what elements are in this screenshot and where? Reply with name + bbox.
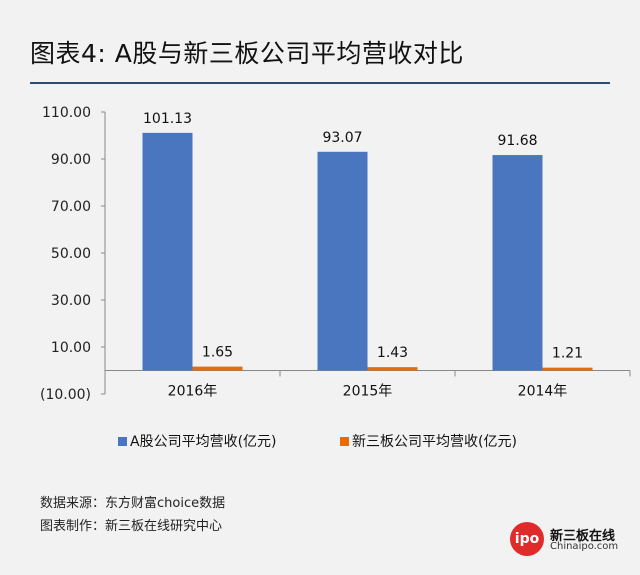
y-tick-label: 50.00 [51,246,91,262]
title-divider [30,82,610,84]
y-tick-label: (10.00) [40,387,91,403]
data-source-note: 数据来源：东方财富choice数据 [40,496,226,511]
y-tick-label: 10.00 [51,340,91,356]
legend-swatch [118,437,127,446]
legend-entry: A股公司平均营收(亿元) [130,434,277,450]
legend-entry: 新三板公司平均营收(亿元) [352,434,517,450]
logo-circle-icon [510,522,544,556]
y-tick-label: 90.00 [51,152,91,168]
data-label: 1.65 [202,345,233,361]
bar [542,367,593,371]
chart-title: 图表4: A股与新三板公司平均营收对比 [30,39,464,68]
logo-name: 新三板在线 [550,529,616,544]
bar [492,155,543,371]
data-label: 93.07 [322,130,362,146]
data-label: 1.43 [377,345,408,361]
bar [142,132,193,371]
chart-maker-note: 图表制作：新三板在线研究中心 [40,519,223,534]
bar [317,151,368,371]
legend-swatch [340,437,349,446]
logo-sub: Chinaipo.com [550,541,619,552]
y-tick-label: 110.00 [42,105,91,121]
logo-mark: ipo [514,531,540,547]
data-label: 91.68 [497,133,537,149]
bar [192,366,243,371]
bar-chart: 110.00 90.00 70.00 50.00 30.00 10.00 (10.00) 10… [40,105,631,450]
y-tick-label: 70.00 [51,199,91,215]
x-tick-label: 2015年 [343,384,393,400]
x-tick-label: 2014年 [518,384,568,400]
data-label: 1.21 [552,346,583,362]
y-tick-label: 30.00 [51,293,91,309]
x-tick-label: 2016年 [168,384,218,400]
brand-logo: ipo 新三板在线 Chinaipo.com [510,522,630,556]
data-label: 101.13 [143,111,192,127]
bar [367,367,418,371]
